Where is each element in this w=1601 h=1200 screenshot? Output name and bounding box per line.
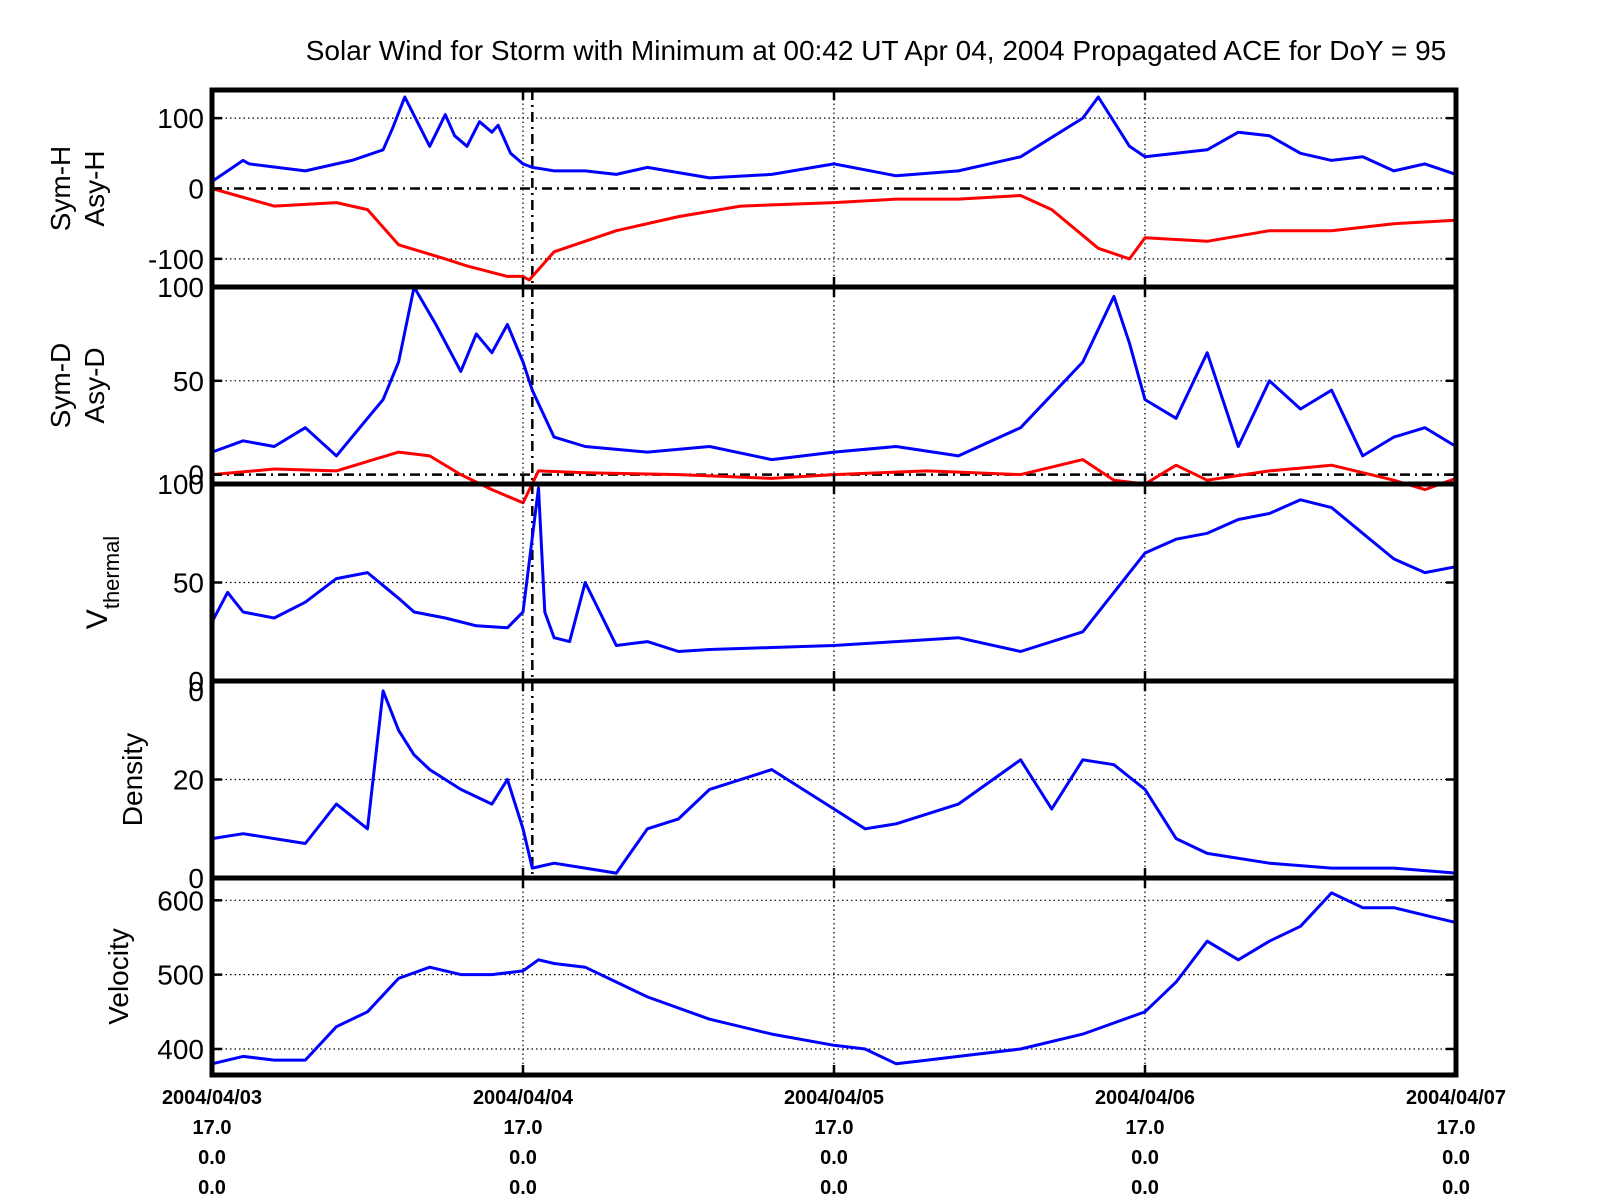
xtick-label-2-line-1: 17.0 bbox=[815, 1117, 854, 1139]
ylabel-sym-h-0: Sym-H bbox=[45, 146, 76, 232]
xtick-label-0-line-2: 0.0 bbox=[198, 1147, 226, 1169]
xtick-label-4-line-0: 2004/04/07 bbox=[1406, 1087, 1506, 1109]
series-sym-h-red bbox=[211, 187, 1457, 282]
xtick-label-2-line-3: 0.0 bbox=[820, 1177, 848, 1199]
ytick-label-sym-h-1: 0 bbox=[188, 174, 204, 205]
xtick-label-2-line-2: 0.0 bbox=[820, 1147, 848, 1169]
ytick-label-sym-d-2: 0 bbox=[188, 460, 204, 491]
ytick-label-velocity-1: 500 bbox=[157, 960, 204, 991]
ytick-label-v-thermal-0: 100 bbox=[157, 469, 204, 500]
ytick-label-velocity-2: 400 bbox=[157, 1034, 204, 1065]
series-density-blue bbox=[211, 689, 1457, 875]
ylabel-v-thermal: Vthermal bbox=[81, 536, 124, 629]
ytick-label-sym-h-0: 100 bbox=[157, 103, 204, 134]
ylabel-velocity: Velocity bbox=[103, 928, 134, 1025]
xtick-label-0-line-1: 17.0 bbox=[193, 1117, 232, 1139]
ytick-label-v-thermal-2: 0 bbox=[188, 666, 204, 697]
chart-title: Solar Wind for Storm with Minimum at 00:… bbox=[306, 35, 1447, 66]
ytick-label-v-thermal-1: 50 bbox=[173, 568, 204, 599]
series-sym-d-blue bbox=[211, 285, 1457, 462]
xtick-label-3-line-2: 0.0 bbox=[1131, 1147, 1159, 1169]
ylabel-v-thermal-base: V bbox=[81, 609, 114, 629]
series-v-thermal-blue bbox=[210, 486, 1457, 653]
xtick-label-4-line-2: 0.0 bbox=[1442, 1147, 1470, 1169]
ytick-label-density-top: 0 bbox=[188, 676, 204, 707]
xtick-label-3-line-3: 0.0 bbox=[1131, 1177, 1159, 1199]
xtick-label-0-line-3: 0.0 bbox=[198, 1177, 226, 1199]
series-velocity-blue bbox=[211, 891, 1457, 1066]
xtick-label-3-line-1: 17.0 bbox=[1126, 1117, 1165, 1139]
ytick-label-density-0: 20 bbox=[173, 765, 204, 796]
xtick-label-1-line-2: 0.0 bbox=[509, 1147, 537, 1169]
ylabel-v-thermal-subscript: thermal bbox=[99, 536, 124, 609]
ytick-label-velocity-0: 600 bbox=[157, 885, 204, 916]
ylabel-sym-d-1: Asy-D bbox=[79, 347, 110, 423]
xtick-label-1-line-1: 17.0 bbox=[504, 1117, 543, 1139]
xtick-label-0-line-0: 2004/04/03 bbox=[162, 1087, 262, 1109]
ytick-label-sym-d-1: 50 bbox=[173, 366, 204, 397]
xtick-label-4-line-1: 17.0 bbox=[1437, 1117, 1476, 1139]
xtick-label-1-line-3: 0.0 bbox=[509, 1177, 537, 1199]
ytick-label-sym-h-2: -100 bbox=[148, 244, 204, 275]
xtick-label-2-line-0: 2004/04/05 bbox=[784, 1087, 884, 1109]
ytick-label-density-1: 0 bbox=[188, 863, 204, 894]
ytick-label-sym-d-0: 100 bbox=[157, 272, 204, 303]
xtick-label-4-line-3: 0.0 bbox=[1442, 1177, 1470, 1199]
series-sym-h-blue bbox=[211, 95, 1457, 183]
panel-frame-velocity bbox=[209, 875, 1459, 1078]
xtick-label-3-line-0: 2004/04/06 bbox=[1095, 1087, 1195, 1109]
ylabel-sym-h-1: Asy-H bbox=[79, 150, 110, 226]
ylabel-density: Density bbox=[117, 733, 148, 826]
xtick-label-1-line-0: 2004/04/04 bbox=[473, 1087, 574, 1109]
ylabel-sym-d-0: Sym-D bbox=[45, 343, 76, 429]
